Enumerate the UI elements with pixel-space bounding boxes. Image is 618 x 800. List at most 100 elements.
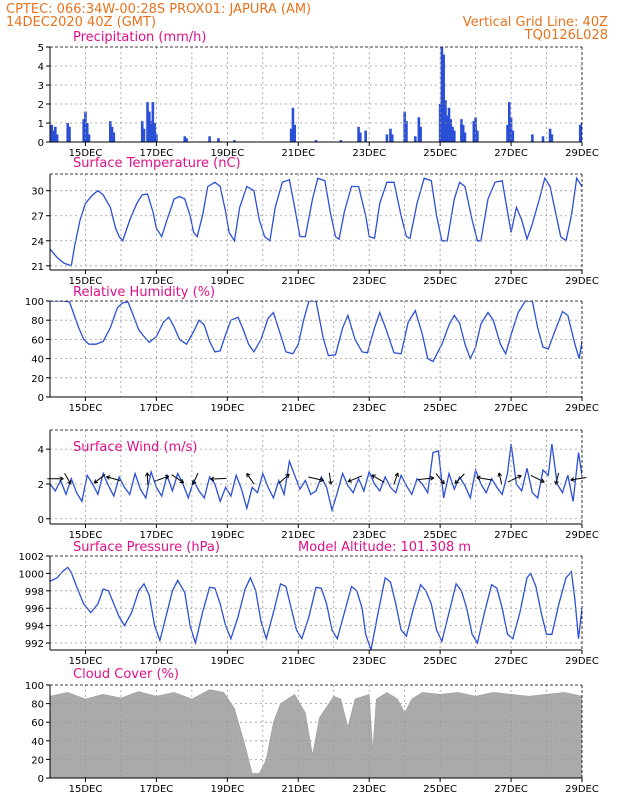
- panel-title: Surface Temperature (nC): [73, 156, 241, 171]
- wind-arrowhead: [394, 472, 399, 477]
- panel-title: Cloud Cover (%): [73, 667, 179, 682]
- wind-arrow: [476, 476, 493, 481]
- precip-bar: [445, 115, 449, 142]
- y-tick-label: 4: [38, 62, 44, 73]
- precip-bar: [289, 128, 293, 142]
- wind-arrowhead: [59, 476, 64, 482]
- precip-bar: [112, 132, 116, 142]
- precip-bar: [476, 130, 479, 142]
- wind-arrow: [454, 473, 465, 484]
- precip-bar: [314, 140, 318, 142]
- x-tick-label: 25DEC: [423, 148, 457, 159]
- precip-bar: [148, 111, 151, 142]
- x-tick-label: 19DEC: [210, 403, 244, 414]
- precip-bar: [52, 130, 55, 142]
- y-tick-label: 80: [31, 700, 44, 711]
- x-tick-label: 15DEC: [69, 784, 103, 795]
- x-tick-label: 15DEC: [69, 148, 103, 159]
- panel-title: Surface Wind (m/s): [73, 440, 197, 455]
- wind-arrow: [417, 477, 434, 481]
- cloud-cover-area: [50, 689, 582, 778]
- x-tick-label: 23DEC: [352, 784, 386, 795]
- wind-arrowhead: [517, 474, 522, 480]
- precip-bar: [474, 117, 477, 142]
- wind-arrowhead: [106, 475, 111, 480]
- series-line: [50, 566, 582, 650]
- wind-arrowhead: [540, 478, 545, 483]
- wind-arrow: [393, 472, 399, 485]
- precip-bar: [364, 130, 367, 142]
- wind-arrow: [210, 477, 227, 480]
- header-model: TQ0126L028: [524, 28, 608, 43]
- precip-bar: [531, 134, 534, 142]
- precip-bar: [417, 117, 421, 142]
- wind-arrow: [530, 474, 545, 483]
- panel-title: Surface Pressure (hPa): [73, 540, 220, 555]
- y-tick-label: 0: [38, 138, 44, 149]
- y-tick-label: 60: [31, 718, 44, 729]
- wind-arrow: [246, 473, 255, 485]
- precip-bar: [142, 128, 146, 142]
- x-tick-label: 21DEC: [281, 148, 315, 159]
- precip-bar: [403, 111, 406, 142]
- precip-bar: [447, 107, 451, 142]
- precip-bar: [110, 126, 114, 142]
- precip-bar: [506, 124, 509, 142]
- x-tick-label: 21DEC: [281, 784, 315, 795]
- wind-arrowhead: [429, 475, 435, 481]
- panel-title: Precipitation (mm/h): [73, 30, 206, 45]
- y-tick-label: 5: [38, 43, 44, 54]
- precip-bar: [449, 119, 453, 142]
- precip-bar: [339, 140, 343, 142]
- x-tick-label: 21DEC: [281, 530, 315, 541]
- wind-arrow: [278, 473, 290, 484]
- precip-bar: [390, 134, 394, 142]
- x-tick-label: 15DEC: [69, 656, 103, 667]
- x-tick-label: 15DEC: [69, 530, 103, 541]
- wind-arrow: [93, 474, 106, 484]
- x-tick-label: 29DEC: [565, 784, 599, 795]
- wind-arrow: [171, 474, 184, 484]
- x-tick-label: 27DEC: [494, 403, 528, 414]
- precip-bar: [359, 132, 362, 142]
- wind-arrow: [498, 472, 503, 485]
- precip-bar: [389, 128, 392, 142]
- y-tick-label: 4: [38, 445, 44, 456]
- precip-bar: [419, 126, 422, 142]
- x-tick-label: 17DEC: [140, 784, 174, 795]
- wind-arrow: [555, 472, 560, 485]
- y-tick-label: 994: [25, 622, 44, 633]
- precip-bar: [55, 134, 59, 142]
- x-tick-label: 29DEC: [565, 656, 599, 667]
- wind-arrowhead: [164, 475, 170, 480]
- header-station: CPTEC: 066:34W-00:28S PROX01: JAPURA (AM…: [6, 2, 311, 17]
- panel-1: 0 1 2 3 4 5 15DEC 17DEC 19DEC 21DEC 23DEC 25DEC 27DE…: [38, 30, 599, 159]
- precip-bar: [472, 121, 476, 142]
- panel-annotation: Model Altitude: 101.308 m: [298, 540, 471, 555]
- x-tick-label: 29DEC: [565, 276, 599, 287]
- panel-title: Relative Humidity (%): [73, 285, 215, 300]
- wind-arrowhead: [192, 480, 197, 485]
- wind-arrowhead: [371, 474, 376, 479]
- precip-bar: [293, 124, 297, 142]
- x-tick-label: 21DEC: [281, 276, 315, 287]
- x-tick-label: 17DEC: [140, 403, 174, 414]
- wind-arrowhead: [319, 477, 324, 483]
- y-tick-label: 60: [31, 335, 44, 346]
- y-tick-label: 992: [25, 639, 44, 650]
- wind-arrow: [347, 475, 363, 483]
- wind-arrow: [64, 472, 72, 485]
- precip-bar: [444, 100, 447, 142]
- panel-4: 0 2 4 15DEC 17DEC 19DEC 21DEC 23DEC 25DEC 27DEC 29…: [38, 429, 599, 541]
- y-tick-label: 0: [38, 774, 44, 785]
- x-tick-label: 19DEC: [210, 148, 244, 159]
- y-tick-label: 0: [38, 393, 44, 404]
- x-tick-label: 29DEC: [565, 148, 599, 159]
- y-tick-label: 2: [38, 480, 44, 491]
- precip-bar: [453, 130, 456, 142]
- precip-bar: [460, 119, 463, 142]
- precip-bar: [85, 123, 89, 142]
- series-line: [50, 301, 582, 363]
- x-tick-label: 21DEC: [281, 656, 315, 667]
- precip-bar: [50, 124, 54, 142]
